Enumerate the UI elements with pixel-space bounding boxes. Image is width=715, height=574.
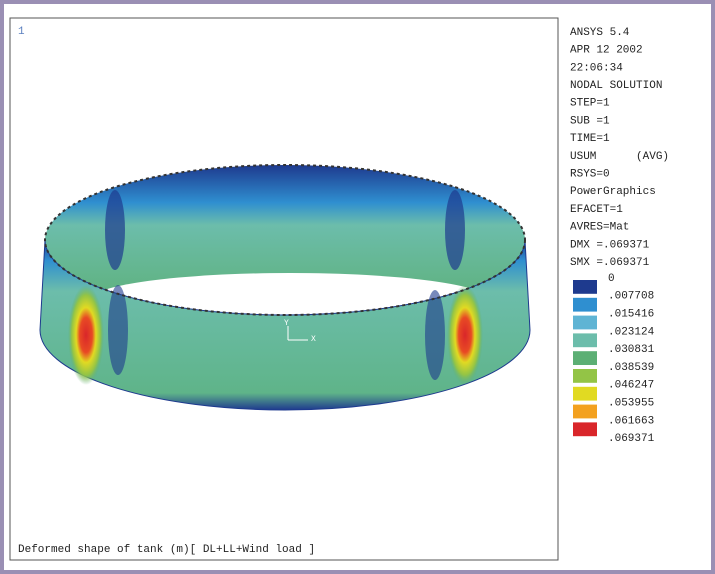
legend-label: .069371 <box>608 433 655 445</box>
legend-swatch <box>573 351 597 365</box>
info-line: STEP=1 <box>570 98 610 110</box>
legend-label: .023124 <box>608 326 655 338</box>
streak <box>108 285 128 375</box>
info-line: 22:06:34 <box>570 62 623 74</box>
legend-label: .038539 <box>608 362 654 374</box>
legend-label: .046247 <box>608 380 654 392</box>
legend-swatch <box>573 280 597 294</box>
legend-swatch <box>573 369 597 383</box>
legend-swatch <box>573 297 597 312</box>
triad-x: X <box>311 335 316 344</box>
legend-label: .053955 <box>608 398 654 410</box>
streak <box>425 290 445 380</box>
tank-wall <box>39 239 531 411</box>
tank-interior <box>45 165 525 315</box>
legend-swatch <box>573 315 597 330</box>
info-line: APR 12 2002 <box>570 45 643 57</box>
hot-spot <box>68 285 104 385</box>
legend-label: .015416 <box>608 309 654 321</box>
tank-model <box>39 164 531 411</box>
legend-swatch <box>573 386 597 401</box>
legend-label: .061663 <box>608 415 654 427</box>
info-line: SMX =.069371 <box>570 257 650 269</box>
streak <box>445 190 465 270</box>
legend-swatch <box>573 333 597 348</box>
legend-label: .007708 <box>608 291 654 303</box>
legend-swatch <box>573 404 597 419</box>
legend-swatch <box>573 422 597 437</box>
info-line: PowerGraphics <box>570 186 656 198</box>
info-line: USUM (AVG) <box>570 151 669 163</box>
triad-y: Y <box>284 319 289 328</box>
info-line: AVRES=Mat <box>570 222 629 234</box>
legend-label: 0 <box>608 273 615 285</box>
info-line: DMX =.069371 <box>570 239 650 251</box>
info-line: SUB =1 <box>570 115 610 127</box>
info-line: TIME=1 <box>570 133 610 145</box>
info-line: RSYS=0 <box>570 169 610 181</box>
info-line: NODAL SOLUTION <box>570 80 662 92</box>
legend-label: .030831 <box>608 344 655 356</box>
info-line: EFACET=1 <box>570 204 623 216</box>
streak <box>105 190 125 270</box>
hot-spot <box>447 285 483 385</box>
axis-triad: Y X <box>284 319 316 344</box>
window-number: 1 <box>18 26 25 38</box>
info-line: ANSYS 5.4 <box>570 27 630 39</box>
caption: Deformed shape of tank (m)[ DL+LL+Wind l… <box>18 544 315 556</box>
tank-rim <box>44 164 526 316</box>
